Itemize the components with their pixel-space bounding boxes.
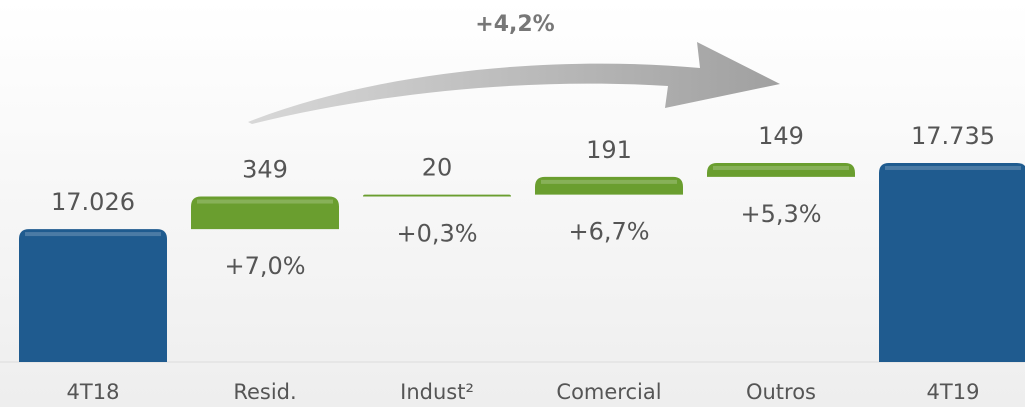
x-tick-label: Indust² xyxy=(400,380,474,404)
x-tick-label: Comercial xyxy=(556,380,661,404)
bar-shine xyxy=(885,165,1021,170)
bar xyxy=(535,176,683,195)
x-tick-label: Resid. xyxy=(233,380,296,404)
bar xyxy=(191,196,339,230)
value-label: 20 xyxy=(422,154,453,182)
growth-arrow xyxy=(248,42,780,124)
growth-annotation: +4,2% xyxy=(475,12,554,37)
change-label: +7,0% xyxy=(224,252,305,280)
bar-shine xyxy=(713,165,849,170)
bar xyxy=(707,162,855,177)
x-tick-label: Outros xyxy=(746,380,816,404)
x-tick-label: 4T18 xyxy=(67,380,120,404)
bar-shine xyxy=(197,199,333,204)
bar xyxy=(363,194,511,197)
value-label: 349 xyxy=(242,156,288,184)
x-tick-label: 4T19 xyxy=(927,380,980,404)
bar-shine xyxy=(25,232,161,237)
value-label: 17.735 xyxy=(911,122,995,150)
change-label: +0,3% xyxy=(396,220,477,248)
value-label: 149 xyxy=(758,122,804,150)
bar xyxy=(19,229,167,362)
change-label: +6,7% xyxy=(568,218,649,246)
bar-shine xyxy=(541,179,677,184)
change-label: +5,3% xyxy=(740,200,821,228)
value-label: 191 xyxy=(586,136,632,164)
value-label: 17.026 xyxy=(51,188,135,216)
bar xyxy=(879,162,1025,362)
